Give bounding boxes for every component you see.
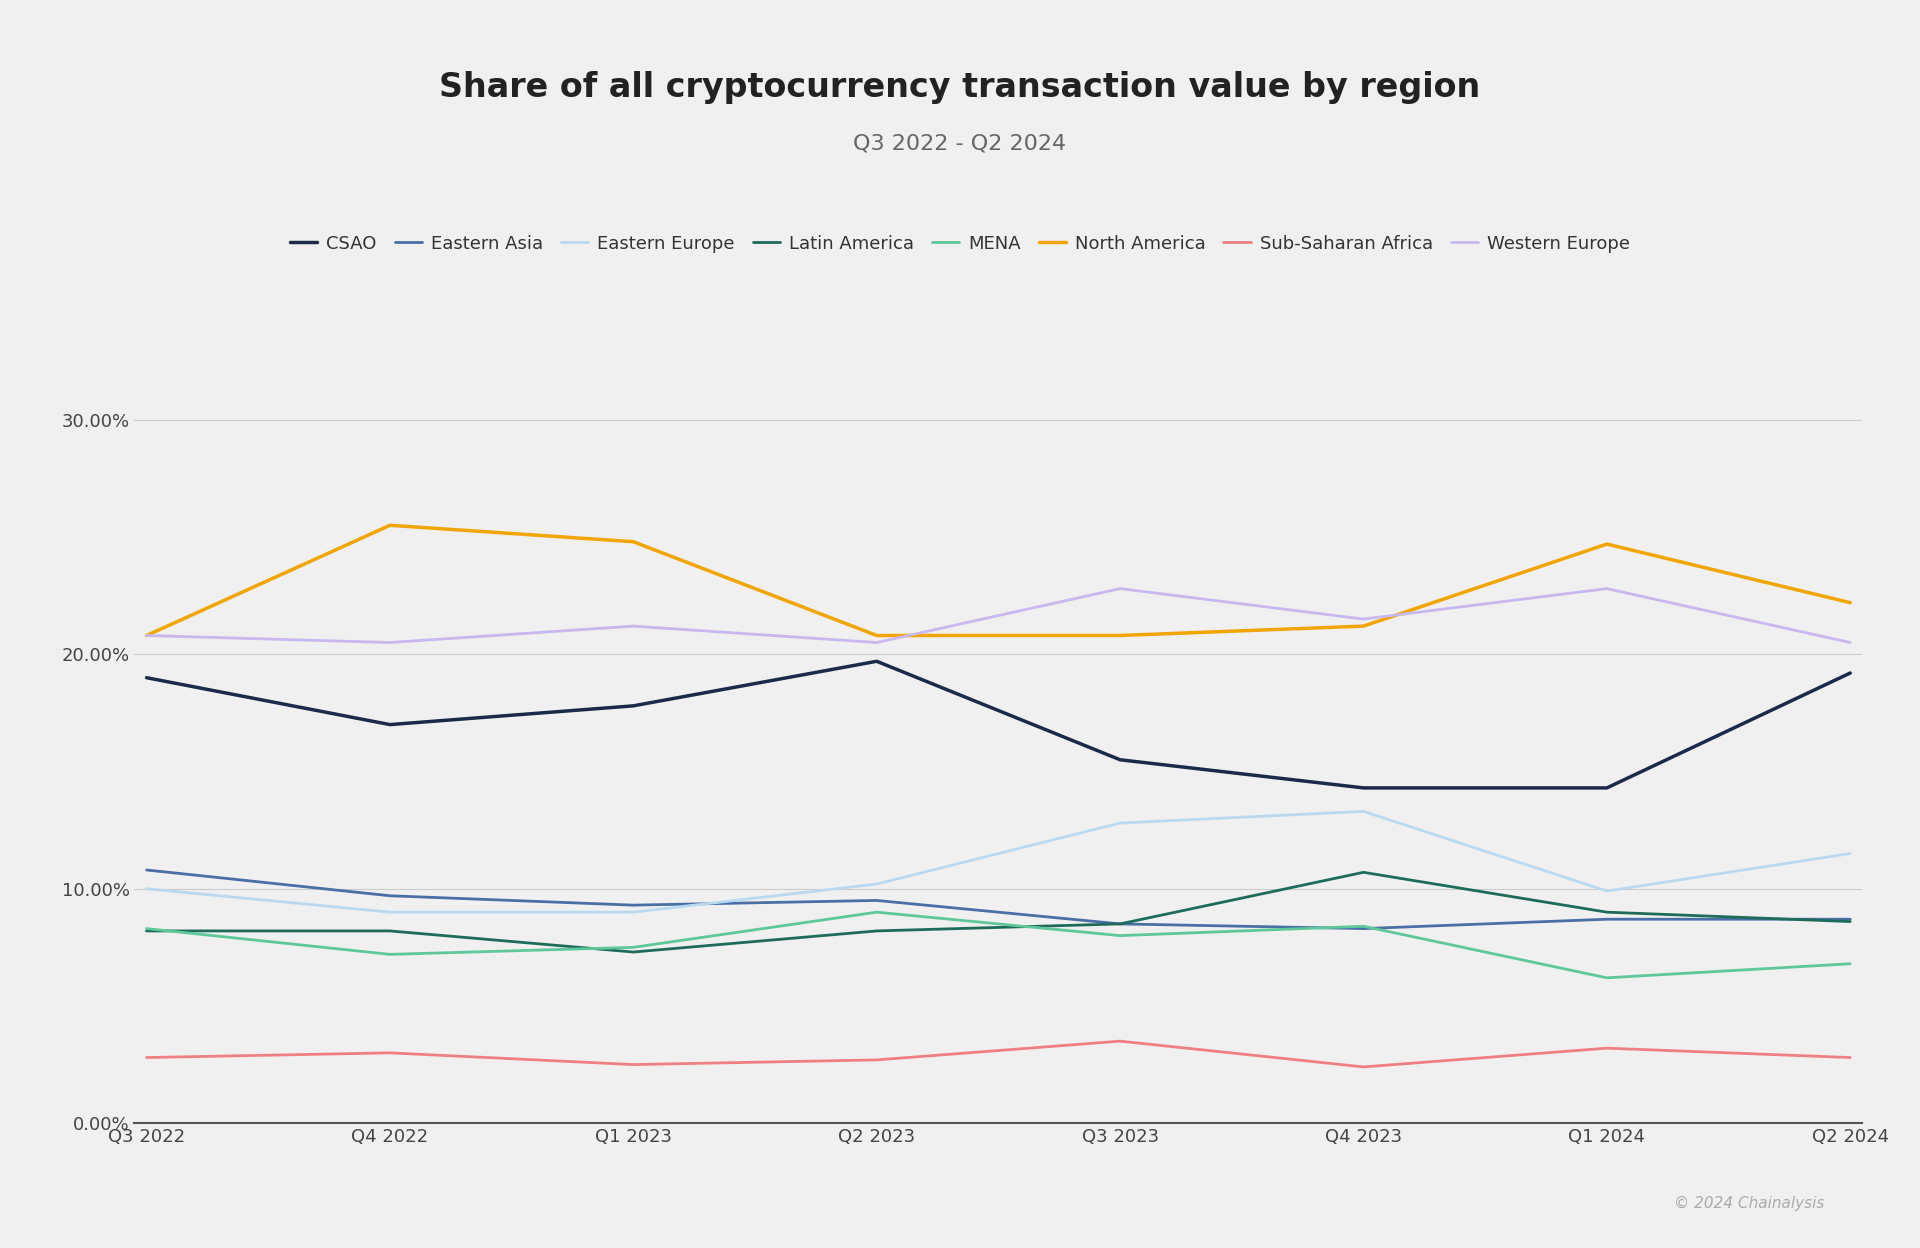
Eastern Asia (1352, 921, 1375, 936)
Western Europe (134, 628, 157, 643)
Eastern Europe (866, 876, 889, 891)
Latin America (1352, 865, 1375, 880)
Eastern Asia (1596, 912, 1619, 927)
Sub-Saharan Africa (1596, 1041, 1619, 1056)
CSAO (378, 718, 401, 733)
North America (1839, 595, 1862, 610)
North America (134, 628, 157, 643)
Latin America (378, 924, 401, 938)
North America (1596, 537, 1619, 552)
Eastern Europe (622, 905, 645, 920)
CSAO (1596, 780, 1619, 795)
Line: Sub-Saharan Africa: Sub-Saharan Africa (146, 1041, 1851, 1067)
Line: North America: North America (146, 525, 1851, 635)
CSAO (622, 699, 645, 714)
MENA (1352, 919, 1375, 934)
Latin America (1839, 914, 1862, 929)
Western Europe (1352, 612, 1375, 626)
Western Europe (1596, 582, 1619, 597)
Line: MENA: MENA (146, 912, 1851, 978)
MENA (378, 947, 401, 962)
Eastern Europe (1839, 846, 1862, 861)
Eastern Europe (378, 905, 401, 920)
Line: Eastern Asia: Eastern Asia (146, 870, 1851, 929)
Sub-Saharan Africa (866, 1052, 889, 1067)
Eastern Asia (866, 894, 889, 909)
Legend: CSAO, Eastern Asia, Eastern Europe, Latin America, MENA, North America, Sub-Saha: CSAO, Eastern Asia, Eastern Europe, Lati… (282, 227, 1638, 260)
CSAO (1108, 753, 1131, 768)
Line: Eastern Europe: Eastern Europe (146, 811, 1851, 912)
Text: Share of all cryptocurrency transaction value by region: Share of all cryptocurrency transaction … (440, 71, 1480, 104)
Western Europe (622, 619, 645, 634)
North America (1108, 628, 1131, 643)
MENA (134, 921, 157, 936)
Eastern Asia (1108, 916, 1131, 931)
North America (1352, 619, 1375, 634)
Sub-Saharan Africa (622, 1057, 645, 1072)
Latin America (134, 924, 157, 938)
Eastern Asia (378, 889, 401, 904)
Sub-Saharan Africa (1352, 1060, 1375, 1075)
MENA (1108, 929, 1131, 943)
North America (622, 534, 645, 549)
MENA (1839, 956, 1862, 971)
Western Europe (866, 635, 889, 650)
Western Europe (378, 635, 401, 650)
Text: Q3 2022 - Q2 2024: Q3 2022 - Q2 2024 (852, 134, 1068, 154)
Western Europe (1108, 582, 1131, 597)
CSAO (866, 654, 889, 669)
Line: CSAO: CSAO (146, 661, 1851, 787)
CSAO (1839, 665, 1862, 680)
Line: Latin America: Latin America (146, 872, 1851, 952)
Latin America (1596, 905, 1619, 920)
MENA (866, 905, 889, 920)
Latin America (622, 945, 645, 960)
Latin America (1108, 916, 1131, 931)
Eastern Europe (134, 881, 157, 896)
Line: Western Europe: Western Europe (146, 589, 1851, 643)
Western Europe (1839, 635, 1862, 650)
North America (378, 518, 401, 533)
Eastern Europe (1108, 816, 1131, 831)
MENA (622, 940, 645, 955)
MENA (1596, 971, 1619, 986)
Sub-Saharan Africa (1839, 1050, 1862, 1065)
Eastern Asia (134, 862, 157, 877)
Eastern Asia (1839, 912, 1862, 927)
CSAO (134, 670, 157, 685)
Eastern Europe (1596, 884, 1619, 899)
Latin America (866, 924, 889, 938)
Sub-Saharan Africa (134, 1050, 157, 1065)
CSAO (1352, 780, 1375, 795)
Eastern Asia (622, 897, 645, 912)
Eastern Europe (1352, 804, 1375, 819)
Text: © 2024 Chainalysis: © 2024 Chainalysis (1674, 1196, 1824, 1211)
North America (866, 628, 889, 643)
Sub-Saharan Africa (378, 1046, 401, 1061)
Sub-Saharan Africa (1108, 1033, 1131, 1048)
